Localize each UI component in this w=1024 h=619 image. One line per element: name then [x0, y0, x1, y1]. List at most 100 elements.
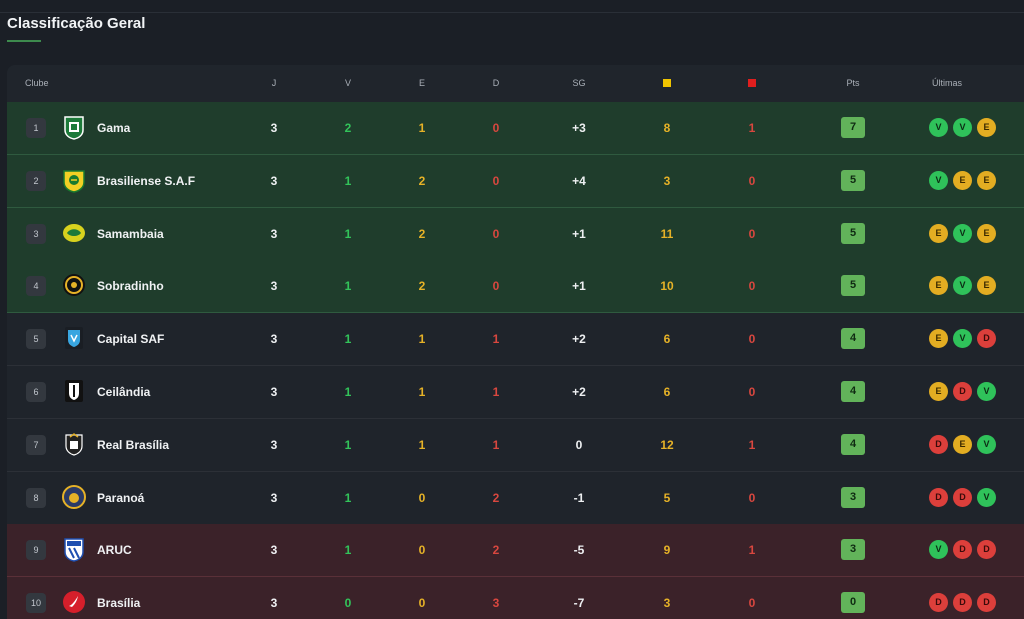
cell-games: 3 — [270, 437, 278, 452]
position-badge: 4 — [26, 276, 46, 297]
cell-yellow-cards: 3 — [663, 173, 671, 188]
result-dot: V — [977, 487, 996, 507]
cell-games: 3 — [270, 226, 278, 241]
cell-goal-diff: +2 — [572, 385, 586, 399]
cell-red-cards: 1 — [748, 121, 756, 135]
club-name[interactable]: Capital SAF — [97, 332, 165, 347]
cell-red-cards: 0 — [748, 596, 756, 611]
result-dot: V — [953, 118, 972, 137]
cell-wins: 1 — [344, 437, 352, 452]
table-row[interactable]: 3 Samambaia 3 1 2 0 +1 11 0 5 E V E — [7, 207, 1024, 261]
cell-draws: 0 — [418, 543, 426, 558]
cell-red-cards: 0 — [748, 173, 756, 188]
result-dot: D — [929, 434, 948, 454]
result-dot: V — [929, 540, 948, 560]
header-club[interactable]: Clube — [25, 78, 49, 88]
cell-red-cards: 1 — [748, 543, 756, 558]
yellow-card-icon — [663, 78, 671, 87]
cell-wins: 0 — [344, 596, 352, 611]
points-badge: 4 — [841, 328, 865, 350]
cell-red-cards: 0 — [748, 279, 756, 294]
result-dot: D — [953, 593, 972, 613]
result-dot: D — [953, 487, 972, 507]
cell-wins: 2 — [344, 121, 352, 135]
result-dot: V — [977, 382, 996, 401]
cell-games: 3 — [270, 543, 278, 558]
cell-draws: 1 — [418, 121, 426, 135]
cell-losses: 1 — [492, 437, 500, 452]
gama-crest-icon — [61, 114, 87, 140]
header-last-matches[interactable]: Últimas — [931, 78, 963, 88]
header-wins[interactable]: V — [344, 78, 352, 88]
result-dot: D — [929, 487, 948, 507]
result-dot: E — [929, 276, 948, 296]
header-red-cards[interactable] — [748, 65, 756, 102]
result-dot: E — [953, 170, 972, 190]
header-losses[interactable]: D — [492, 78, 500, 88]
cell-yellow-cards: 3 — [663, 596, 671, 611]
club-name[interactable]: Samambaia — [97, 226, 164, 241]
cell-losses: 2 — [492, 490, 500, 505]
club-name[interactable]: ARUC — [97, 543, 132, 558]
cell-wins: 1 — [344, 173, 352, 188]
points-badge: 7 — [841, 117, 865, 138]
table-row[interactable]: 7 Real Brasília 3 1 1 1 0 12 1 4 D E V — [7, 418, 1024, 472]
cell-games: 3 — [270, 385, 278, 399]
table-row[interactable]: 9 ARUC 3 1 0 2 -5 9 1 3 V D D — [7, 524, 1024, 578]
cell-yellow-cards: 12 — [660, 437, 674, 452]
cell-goal-diff: -7 — [573, 596, 585, 611]
points-badge: 3 — [841, 539, 865, 561]
aruc-crest-icon — [61, 536, 87, 563]
page-title: Classificação Geral — [7, 15, 146, 32]
result-dot: V — [953, 329, 972, 349]
brasilia-crest-icon — [61, 589, 87, 615]
sobradinho-crest-icon — [61, 272, 87, 298]
result-dot: V — [953, 223, 972, 243]
cell-draws: 1 — [418, 385, 426, 399]
result-dot: E — [929, 382, 948, 401]
table-header: Clube J V E D SG Pts Últimas — [7, 65, 1024, 102]
club-name[interactable]: Ceilândia — [97, 385, 151, 399]
samambaia-crest-icon — [61, 220, 87, 246]
cell-wins: 1 — [344, 385, 352, 399]
cell-goal-diff: -1 — [573, 490, 585, 505]
result-dot: E — [929, 329, 948, 349]
cell-red-cards: 1 — [748, 437, 756, 452]
header-draws[interactable]: E — [418, 78, 426, 88]
club-name[interactable]: Real Brasília — [97, 437, 170, 452]
header-games[interactable]: J — [271, 78, 277, 88]
result-dot: V — [953, 276, 972, 296]
position-badge: 9 — [26, 540, 46, 561]
points-badge: 5 — [841, 275, 865, 297]
cell-losses: 3 — [492, 596, 500, 611]
cell-goal-diff: +2 — [572, 332, 586, 347]
position-badge: 3 — [26, 223, 46, 244]
header-yellow-cards[interactable] — [663, 65, 671, 102]
points-badge: 4 — [841, 433, 865, 455]
table-row[interactable]: 10 Brasília 3 0 0 3 -7 3 0 0 D D D — [7, 577, 1024, 619]
cell-red-cards: 0 — [748, 385, 756, 399]
club-name[interactable]: Paranoá — [97, 490, 145, 505]
club-name[interactable]: Gama — [97, 121, 131, 135]
table-row[interactable]: 2 Brasiliense S.A.F 3 1 2 0 +4 3 0 5 V E E — [7, 154, 1024, 208]
club-name[interactable]: Brasília — [97, 596, 141, 611]
cell-wins: 1 — [344, 490, 352, 505]
table-row[interactable]: 5 Capital SAF 3 1 1 1 +2 6 0 4 E V D — [7, 313, 1024, 367]
position-badge: 1 — [26, 118, 46, 138]
header-points[interactable]: Pts — [846, 78, 860, 88]
points-badge: 5 — [841, 169, 865, 191]
result-dot: D — [977, 593, 996, 613]
result-dot: D — [977, 329, 996, 349]
title-underline — [7, 40, 41, 42]
table-row[interactable]: 8 Paranoá 3 1 0 2 -1 5 0 3 D D V — [7, 471, 1024, 525]
table-row[interactable]: 4 Sobradinho 3 1 2 0 +1 10 0 5 E V E — [7, 260, 1024, 314]
club-name[interactable]: Brasiliense S.A.F — [97, 173, 196, 188]
table-row[interactable]: 6 Ceilândia 3 1 1 1 +2 6 0 4 E D V — [7, 366, 1024, 419]
paranoa-crest-icon — [61, 484, 87, 510]
position-badge: 8 — [26, 487, 46, 508]
header-goal-diff[interactable]: SG — [572, 78, 586, 88]
table-row[interactable]: 1 Gama 3 2 1 0 +3 8 1 7 V V E — [7, 102, 1024, 155]
club-name[interactable]: Sobradinho — [97, 279, 164, 294]
brasiliense-crest-icon — [61, 167, 87, 193]
cell-goal-diff: +4 — [572, 173, 586, 188]
